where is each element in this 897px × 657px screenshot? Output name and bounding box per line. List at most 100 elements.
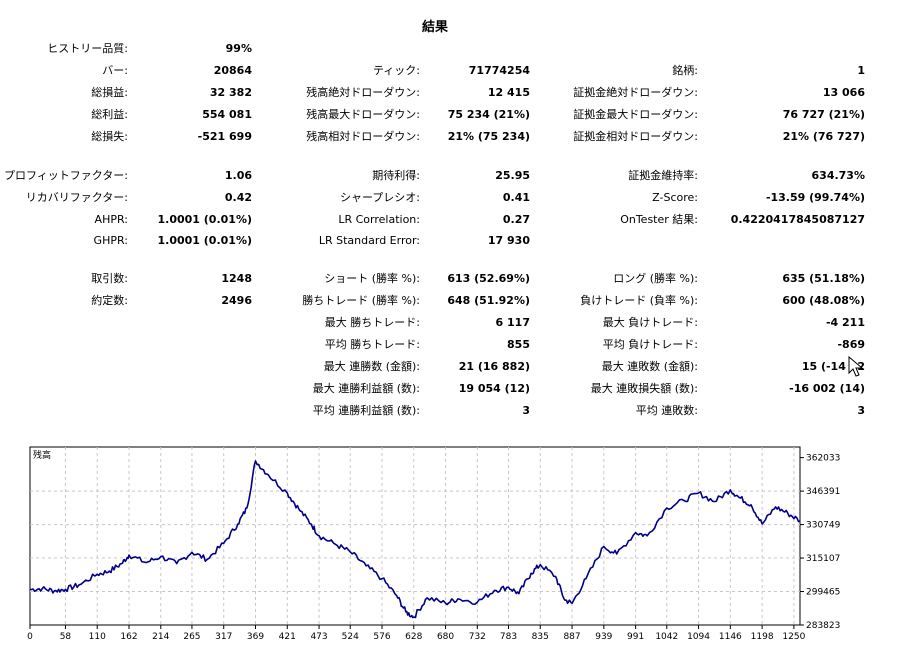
x-tick-label: 732: [469, 632, 486, 642]
col3-label: 銘柄:: [672, 64, 698, 77]
col3-value: 634.73%: [811, 169, 865, 182]
x-tick-label: 369: [247, 632, 264, 642]
col2-value: 0.41: [502, 191, 530, 204]
col3-value: 635 (51.18%): [782, 272, 865, 285]
x-tick-label: 265: [183, 632, 200, 642]
x-tick-label: 1042: [655, 632, 678, 642]
col3-value: 76 727 (21%): [782, 108, 865, 121]
col3-label: 証拠金維持率:: [628, 169, 698, 182]
col3-label: 平均 連敗数:: [635, 404, 698, 417]
col1-label: プロフィットファクター:: [3, 169, 128, 182]
col2-label: LR Standard Error:: [318, 234, 420, 247]
col2-value: 6 117: [495, 316, 530, 329]
col2-label: LR Correlation:: [338, 213, 420, 226]
col3-value: -4 211: [825, 316, 865, 329]
plot-area: [29, 446, 801, 626]
col3-label: 最大 連敗数 (金額):: [601, 360, 698, 373]
col3-label: ロング (勝率 %):: [613, 272, 698, 285]
x-tick-label: 939: [595, 632, 612, 642]
x-tick-label: 991: [627, 632, 644, 642]
col2-label: 平均 連勝利益額 (数):: [312, 404, 420, 417]
col2-value: 19 054 (12): [458, 382, 530, 395]
col2-value: 71774254: [468, 64, 530, 77]
col2-label: ショート (勝率 %):: [324, 272, 420, 285]
y-tick-label: 330749: [806, 521, 841, 531]
col1-label: 総損益:: [91, 86, 128, 99]
col3-value: 13 066: [822, 86, 865, 99]
col1-value: 2496: [221, 294, 252, 307]
x-tick-label: 524: [342, 632, 359, 642]
col2-label: 平均 勝ちトレード:: [324, 338, 420, 351]
y-tick-label: 346391: [806, 487, 840, 497]
col1-label: GHPR:: [93, 234, 128, 247]
page-title: 結果: [421, 20, 448, 35]
x-tick-label: 1250: [782, 632, 805, 642]
col2-label: 最大 勝ちトレード:: [324, 316, 420, 329]
col2-label: 勝ちトレード (勝率 %):: [302, 294, 420, 307]
col2-label: 期待利得:: [372, 169, 420, 182]
col3-value: 21% (76 727): [782, 130, 865, 143]
col3-label: 最大 負けトレード:: [602, 316, 698, 329]
x-tick-label: 214: [152, 632, 169, 642]
col1-label: リカバリファクター:: [25, 191, 128, 204]
col2-value: 855: [507, 338, 530, 351]
x-tick-label: 1198: [751, 632, 774, 642]
col2-value: 25.95: [495, 169, 530, 182]
col2-value: 17 930: [487, 234, 530, 247]
col3-label: 証拠金相対ドローダウン:: [573, 130, 698, 143]
col2-label: 残高最大ドローダウン:: [306, 108, 420, 121]
x-tick-label: 317: [215, 632, 232, 642]
balance-series-line: [30, 460, 801, 619]
col3-label: 最大 連敗損失額 (数):: [590, 382, 698, 395]
col2-value: 613 (52.69%): [447, 272, 530, 285]
x-tick-label: 1146: [719, 632, 742, 642]
x-tick-label: 887: [563, 632, 580, 642]
col1-label: 総損失:: [91, 130, 128, 143]
col3-value: -16 002 (14): [789, 382, 865, 395]
x-tick-label: 58: [60, 632, 72, 642]
col3-label: 平均 負けトレード:: [602, 338, 698, 351]
chart-legend: 残高: [33, 449, 51, 461]
col2-value: 75 234 (21%): [447, 108, 530, 121]
x-tick-label: 576: [373, 632, 390, 642]
y-tick-label: 362033: [806, 454, 840, 464]
y-tick-label: 283823: [806, 621, 840, 631]
col1-value: 20864: [213, 64, 252, 77]
col1-value: 99%: [225, 42, 252, 55]
col3-value: 3: [857, 404, 865, 417]
y-tick-label: 315107: [806, 554, 840, 564]
col3-value: -13.59 (99.74%): [765, 191, 865, 204]
col1-label: ヒストリー品質:: [47, 42, 128, 55]
col2-label: 最大 連勝数 (金額):: [323, 360, 420, 373]
col3-label: 証拠金最大ドローダウン:: [573, 108, 698, 121]
col2-label: ティック:: [372, 64, 420, 77]
col2-value: 648 (51.92%): [447, 294, 530, 307]
col3-label: 負けトレード (負率 %):: [580, 294, 698, 307]
col3-value: 0.4220417845087127: [730, 213, 865, 226]
col1-value: 32 382: [209, 86, 252, 99]
mouse-cursor-icon: [848, 356, 864, 377]
x-tick-label: 1094: [687, 632, 710, 642]
x-tick-label: 421: [279, 632, 296, 642]
balance-chart: 362033 346391 330749 315107 299465 283823 0 58 1…: [27, 446, 841, 642]
x-tick-label: 835: [532, 632, 549, 642]
x-tick-label: 110: [89, 632, 106, 642]
col3-value: -869: [837, 338, 865, 351]
x-tick-label: 473: [310, 632, 327, 642]
x-tick-label: 783: [500, 632, 517, 642]
x-tick-label: 162: [120, 632, 137, 642]
col1-value: 1.0001 (0.01%): [157, 213, 253, 226]
col1-label: AHPR:: [94, 213, 128, 226]
col1-label: 約定数:: [91, 294, 128, 307]
col2-value: 12 415: [487, 86, 530, 99]
col1-value: 0.42: [224, 191, 252, 204]
col1-value: 1248: [221, 272, 252, 285]
col1-label: 取引数:: [91, 272, 128, 285]
col3-label: OnTester 結果:: [620, 213, 698, 226]
col2-label: 最大 連勝利益額 (数):: [312, 382, 420, 395]
col1-value: 1.06: [224, 169, 252, 182]
col3-value: 1: [857, 64, 865, 77]
col3-label: 証拠金絶対ドローダウン:: [573, 86, 698, 99]
col2-label: 残高相対ドローダウン:: [306, 130, 420, 143]
x-tick-label: 680: [437, 632, 454, 642]
